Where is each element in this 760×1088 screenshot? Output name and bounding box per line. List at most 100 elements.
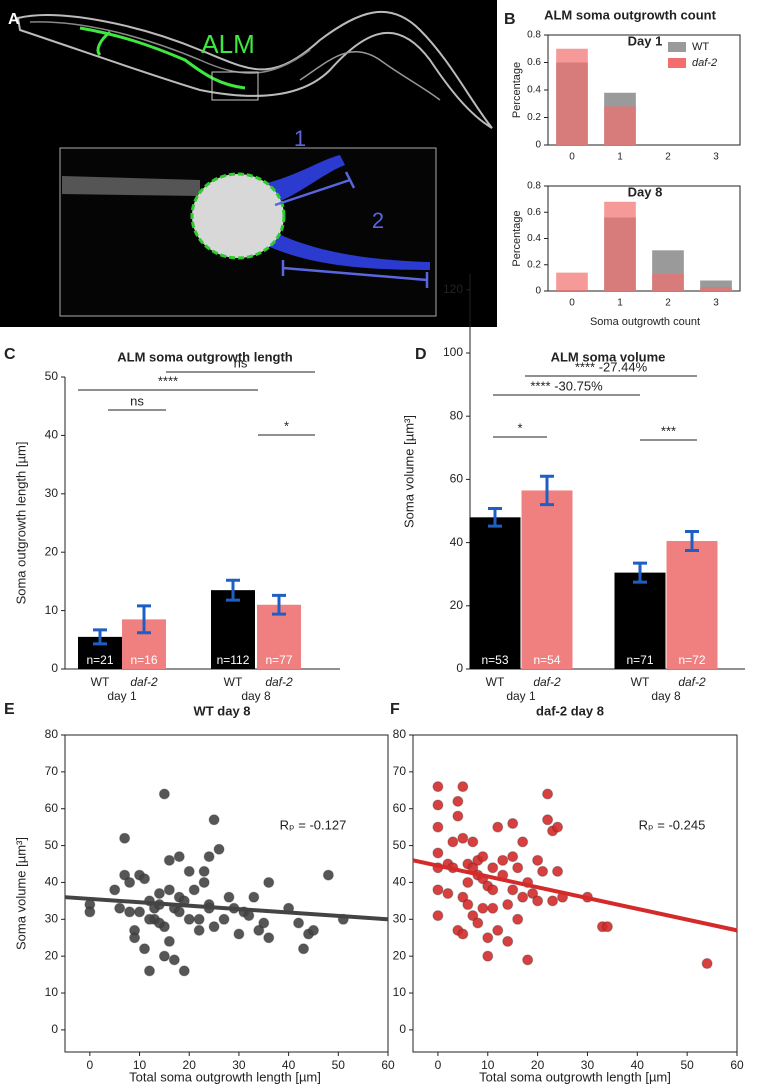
point [532,895,544,907]
point [158,788,170,800]
soma [190,172,286,260]
point [233,928,245,940]
x-tick-label: 10 [481,1058,495,1072]
point [173,906,185,918]
point [492,821,504,833]
y-tick-label: 60 [393,801,407,815]
legend-label: WT [692,41,709,53]
bar [614,572,666,669]
x-tick-label: 3 [713,298,719,309]
y-tick-label: 0 [51,661,58,675]
point [542,814,554,826]
point [497,854,509,866]
point [258,917,270,929]
error-bar [685,530,699,552]
point [432,884,444,896]
regression-line [412,858,738,933]
error-bar [226,578,240,602]
x-tick-label: 50 [680,1058,694,1072]
regression-line [64,895,389,922]
x-tick-label: 0 [435,1058,442,1072]
n-label: n=16 [130,653,157,667]
point [263,876,275,888]
significance-label: * [517,420,522,435]
point [512,862,524,874]
point [143,965,155,977]
point [537,865,549,877]
legend-swatch [668,58,686,68]
bar [652,273,684,291]
point [193,913,205,925]
y-tick-label: 0.6 [527,57,541,68]
panel-a-image: A ALM 1 2 [0,0,497,327]
x-tick-label: 1 [617,298,623,309]
point [203,851,215,863]
y-tick-label: 70 [45,764,59,778]
branch-1 [260,155,345,205]
point [701,958,713,970]
point [223,891,235,903]
point [84,906,96,918]
point [168,954,180,966]
point [487,884,499,896]
y-tick-label: 120 [443,282,463,296]
panel-label: B [504,11,516,28]
y-tick-label: 10 [393,985,407,999]
bar [556,48,588,145]
x-tick-label: 2 [665,298,671,309]
group-label: day 8 [651,689,681,703]
y-tick-label: 30 [393,911,407,925]
y-axis-label: Soma volume [µm³] [13,837,28,950]
point [507,851,519,863]
y-tick-label: 60 [45,801,59,815]
x-tick-label: 0 [569,298,575,309]
y-tick-label: 100 [443,345,463,359]
x-tick-label: daf-2 [533,675,561,689]
point [487,902,499,914]
error-bar [488,506,502,528]
y-tick-label: 0 [456,661,463,675]
point [129,932,141,944]
point [457,832,469,844]
point [193,924,205,936]
point [119,832,131,844]
point [442,888,454,899]
y-tick-label: 0 [399,1022,406,1036]
branch-label: 2 [372,208,384,233]
bar [211,590,255,669]
x-tick-label: 40 [282,1058,296,1072]
y-tick-label: 10 [45,603,59,617]
bar [521,490,573,669]
point [467,910,479,922]
y-tick-label: 0 [51,1022,58,1036]
y-tick-label: 50 [393,838,407,852]
x-tick-label: 60 [730,1058,744,1072]
y-tick-label: 50 [45,369,59,383]
y-axis-label: Soma volume [µm³] [401,415,416,528]
worm-outline [16,10,493,129]
n-label: n=71 [626,653,653,667]
n-label: n=112 [217,653,250,667]
cell-label: ALM [201,29,254,59]
n-label: n=21 [86,653,113,667]
y-tick-label: 0 [535,286,541,297]
significance-label: *** [661,423,676,438]
y-tick-label: 60 [450,472,464,486]
point [512,913,524,925]
neuron-trace [79,26,246,90]
point [139,873,151,885]
point [482,932,494,944]
point [457,928,469,940]
y-tick-label: 20 [393,948,407,962]
significance-label: ns [234,355,248,370]
y-tick-label: 50 [45,838,59,852]
branch-label: 1 [294,126,306,151]
plot-frame [412,734,738,1053]
panel-label: D [415,346,427,363]
point [452,795,464,807]
point [517,891,529,903]
y-tick-label: 0.4 [527,85,541,96]
panel-label: E [4,701,15,718]
y-tick-label: 10 [45,985,59,999]
